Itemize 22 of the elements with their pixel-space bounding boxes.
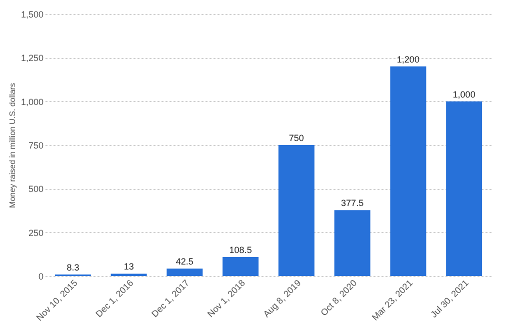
y-tick-label: 1,500	[20, 10, 44, 20]
y-tick-label: 750	[28, 140, 44, 150]
y-tick-label: 500	[28, 184, 44, 194]
bar	[446, 101, 482, 276]
data-label: 13	[124, 262, 134, 272]
data-label: 108.5	[229, 245, 252, 256]
bar	[166, 268, 203, 276]
data-label: 1,200	[396, 54, 420, 64]
y-tick-label: 0	[38, 272, 44, 282]
bar	[278, 145, 314, 276]
data-label: 42.5	[176, 256, 194, 267]
data-label: 377.5	[341, 198, 364, 208]
y-axis-title: Money raised in million U.S. dollars	[8, 83, 17, 208]
y-tick-label: 1,000	[20, 96, 44, 107]
y-tick-label: 250	[28, 228, 44, 238]
bar	[222, 257, 259, 276]
bar	[334, 210, 370, 276]
data-label: 750	[288, 133, 304, 143]
bar	[390, 66, 426, 276]
data-label: 1,000	[452, 89, 476, 100]
y-tick-label: 1,250	[20, 53, 44, 64]
data-label: 8.3	[66, 262, 80, 273]
